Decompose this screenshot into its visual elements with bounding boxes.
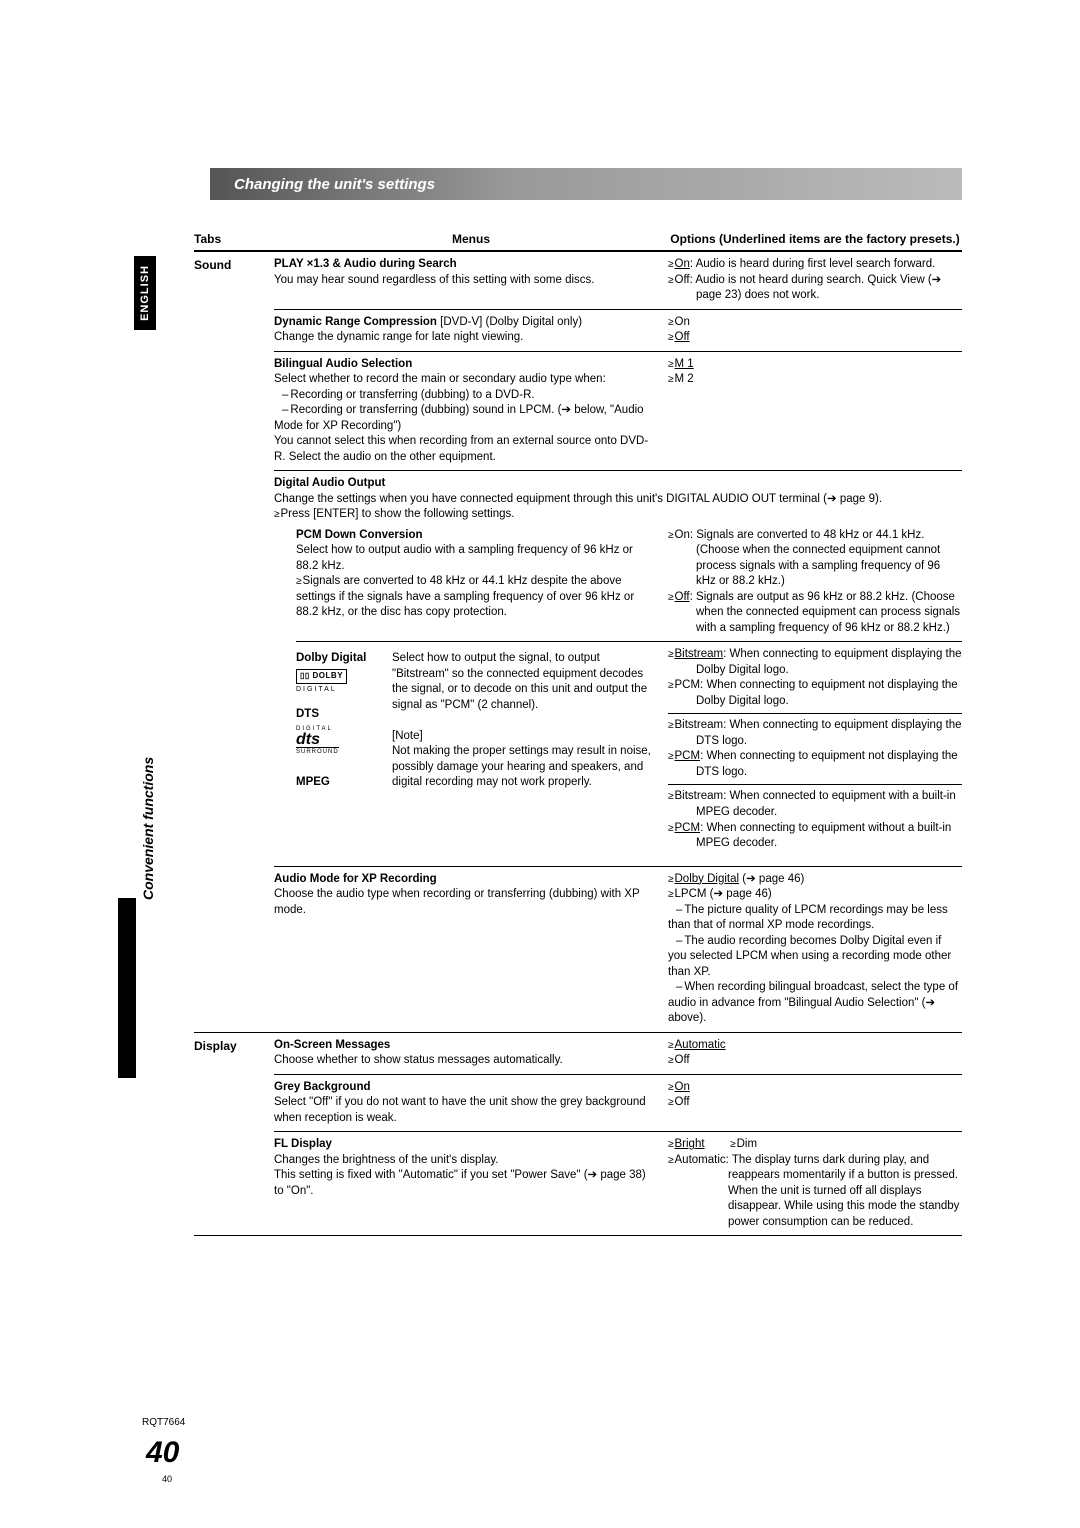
row-codecs: Dolby Digital ▯▯ DOLBY DIGITAL Select ho… xyxy=(296,642,962,860)
fl-opt1: Bright xyxy=(675,1138,705,1150)
section-sound: Sound PLAY ×1.3 & Audio during Search Yo… xyxy=(194,252,962,1033)
th-options: Options (Underlined items are the factor… xyxy=(668,232,962,246)
bil-l1: Select whether to record the main or sec… xyxy=(274,373,606,385)
bil-l2: Recording or transferring (dubbing) to a… xyxy=(274,389,535,401)
dts-logo-icon: DIGITAL dts SURROUND xyxy=(296,725,339,757)
dolby-label: Dolby Digital xyxy=(296,651,392,667)
bil-l3: Recording or transferring (dubbing) soun… xyxy=(274,404,644,432)
osm-desc: Choose whether to show status messages a… xyxy=(274,1054,563,1066)
row-osm: On-Screen Messages Choose whether to sho… xyxy=(274,1033,962,1075)
dolby-sub: DIGITAL xyxy=(296,685,392,694)
fl-title: FL Display xyxy=(274,1138,332,1150)
header-bar: Changing the unit's settings xyxy=(210,168,962,200)
xp-title: Audio Mode for XP Recording xyxy=(274,873,437,885)
osm-opt1: Automatic xyxy=(675,1039,726,1051)
grey-opt1: On xyxy=(675,1081,690,1093)
bil-opt1: M 1 xyxy=(675,358,694,370)
pcm-opt1: On: Signals are converted to 48 kHz or 4… xyxy=(675,529,941,588)
drc-title: Dynamic Range Compression xyxy=(274,316,437,328)
side-tab-block xyxy=(118,898,136,1078)
dts-opts: Bitstream: When connecting to equipment … xyxy=(668,718,962,785)
osm-opt2: Off xyxy=(675,1054,690,1066)
pcm-opt2b: : Signals are output as 96 kHz or 88.2 k… xyxy=(690,591,960,634)
bil-title: Bilingual Audio Selection xyxy=(274,358,412,370)
th-menus: Menus xyxy=(274,232,668,246)
tab-display: Display xyxy=(194,1033,274,1236)
fl-opt3: Automatic: The display turns dark during… xyxy=(675,1154,960,1228)
language-label: ENGLISH xyxy=(139,265,151,321)
grey-title: Grey Background xyxy=(274,1081,371,1093)
page-number: 40 xyxy=(146,1436,179,1470)
bil-opt2: M 2 xyxy=(675,373,694,385)
osm-title: On-Screen Messages xyxy=(274,1039,390,1051)
drc-opt2: Off xyxy=(675,331,690,343)
mpeg-label: MPEG xyxy=(296,775,392,791)
xp-sub3: When recording bilingual broadcast, sele… xyxy=(668,981,958,1024)
row-fl: FL Display Changes the brightness of the… xyxy=(274,1132,962,1235)
fl-l1: Changes the brightness of the unit's dis… xyxy=(274,1154,498,1166)
drc-desc: Change the dynamic range for late night … xyxy=(274,331,523,343)
th-tabs: Tabs xyxy=(194,232,274,246)
pcm-opt2a: Off xyxy=(675,591,690,603)
row-dao: Digital Audio Output Change the settings… xyxy=(274,471,962,866)
row-xp: Audio Mode for XP Recording Choose the a… xyxy=(274,867,962,1032)
small-page-number: 40 xyxy=(162,1474,172,1484)
table-header-row: Tabs Menus Options (Underlined items are… xyxy=(194,232,962,252)
dolby-logo-icon: ▯▯ DOLBY xyxy=(296,669,347,684)
play-opt1a: On xyxy=(675,258,690,270)
pcm-title: PCM Down Conversion xyxy=(296,529,423,541)
dts-label: DTS xyxy=(296,707,392,723)
section-display: Display On-Screen Messages Choose whethe… xyxy=(194,1033,962,1237)
pcm-l2: Signals are converted to 48 kHz or 44.1 … xyxy=(296,575,634,618)
language-tab: ENGLISH xyxy=(134,256,156,330)
doc-code: RQT7664 xyxy=(142,1417,185,1428)
drc-opt1: On xyxy=(675,316,690,328)
drc-tag: [DVD-V] (Dolby Digital only) xyxy=(437,316,582,328)
row-bilingual: Bilingual Audio Selection Select whether… xyxy=(274,352,962,472)
dao-title: Digital Audio Output xyxy=(274,477,385,489)
row-drc: Dynamic Range Compression [DVD-V] (Dolby… xyxy=(274,310,962,352)
grey-opt2: Off xyxy=(675,1096,690,1108)
grey-desc: Select "Off" if you do not want to have … xyxy=(274,1096,646,1124)
tab-sound: Sound xyxy=(194,252,274,1032)
xp-sub2: The audio recording becomes Dolby Digita… xyxy=(668,935,951,978)
xp-opt2: LPCM (➔ page 46) xyxy=(675,888,772,900)
play-opt2: Off: Audio is not heard during search. Q… xyxy=(675,274,942,302)
xp-opt1a: Dolby Digital xyxy=(675,873,740,885)
fl-opt2: Dim xyxy=(737,1138,757,1150)
row-pcm: PCM Down Conversion Select how to output… xyxy=(296,523,962,643)
row-grey: Grey Background Select "Off" if you do n… xyxy=(274,1075,962,1133)
fl-l2: This setting is fixed with "Automatic" i… xyxy=(274,1169,646,1197)
xp-opt1b: (➔ page 46) xyxy=(739,873,804,885)
mpeg-opts: Bitstream: When connected to equipment w… xyxy=(668,789,962,855)
play-desc: You may hear sound regardless of this se… xyxy=(274,274,594,286)
side-label: Convenient functions xyxy=(140,757,156,900)
xp-desc: Choose the audio type when recording or … xyxy=(274,888,639,916)
play-title: PLAY ×1.3 & Audio during Search xyxy=(274,258,457,270)
dao-l2: Press [ENTER] to show the following sett… xyxy=(281,508,515,520)
bil-l4: You cannot select this when recording fr… xyxy=(274,435,648,463)
xp-sub1: The picture quality of LPCM recordings m… xyxy=(668,904,948,932)
pcm-l1: Select how to output audio with a sampli… xyxy=(296,544,633,572)
settings-table: Tabs Menus Options (Underlined items are… xyxy=(194,232,962,1236)
dolby-opts: Bitstream: When connecting to equipment … xyxy=(668,647,962,714)
row-play: PLAY ×1.3 & Audio during Search You may … xyxy=(274,252,962,310)
play-opt1b: : Audio is heard during first level sear… xyxy=(690,258,935,270)
dao-l1: Change the settings when you have connec… xyxy=(274,493,882,505)
header-title: Changing the unit's settings xyxy=(234,176,435,193)
